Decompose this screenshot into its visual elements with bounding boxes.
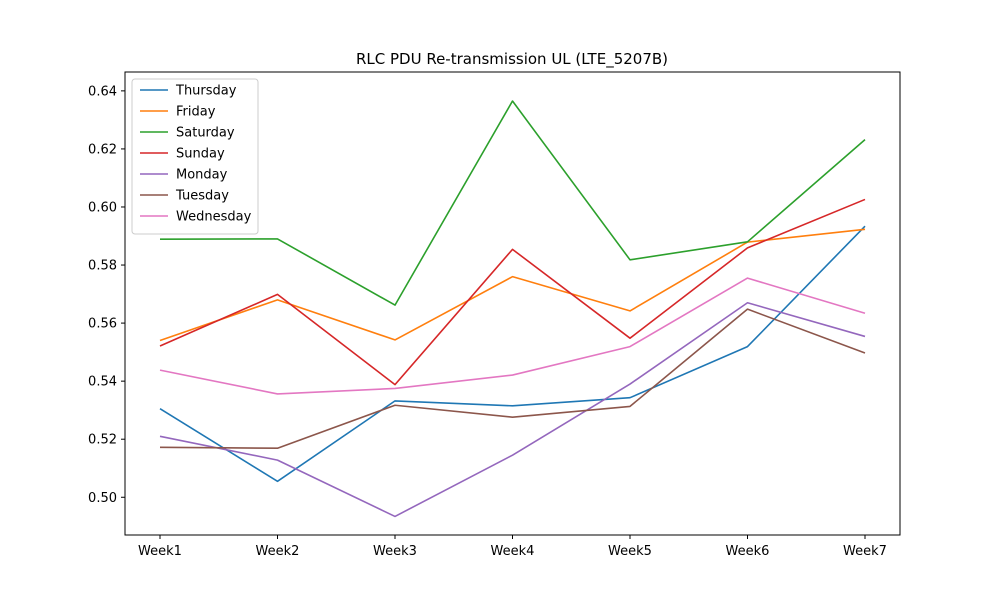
- series-line-tuesday: [159, 308, 866, 450]
- series-line-wednesday: [159, 277, 866, 395]
- x-tick-label: Week7: [843, 544, 887, 559]
- x-tick-label: Week3: [373, 544, 417, 559]
- series-line-sunday: [159, 198, 866, 386]
- y-tick-label: 0.64: [88, 84, 117, 99]
- legend-label-monday: Monday: [176, 168, 228, 183]
- x-tick-label: Week1: [138, 544, 182, 559]
- chart-title: RLC PDU Re-transmission UL (LTE_5207B): [356, 50, 668, 69]
- legend-label-wednesday: Wednesday: [176, 210, 252, 225]
- series-line-saturday: [159, 100, 866, 306]
- legend-label-tuesday: Tuesday: [175, 189, 229, 204]
- series-line-monday: [159, 301, 866, 518]
- y-tick-label: 0.60: [88, 200, 117, 215]
- series-line-friday: [159, 228, 866, 342]
- y-tick-label: 0.62: [88, 142, 117, 157]
- legend-label-saturday: Saturday: [176, 126, 235, 141]
- y-tick-label: 0.50: [88, 491, 117, 506]
- y-tick-label: 0.54: [88, 375, 117, 390]
- axes: Week1 Week2 Week3 Week4 Week5 Week6 Week7 0.50 0…: [88, 71, 901, 559]
- series-line-thursday: [159, 225, 866, 483]
- y-tick-label: 0.56: [88, 317, 117, 332]
- plot-area: [159, 100, 866, 518]
- x-tick-label: Week4: [491, 544, 535, 559]
- x-tick-label: Week5: [608, 544, 652, 559]
- y-tick-label: 0.58: [88, 259, 117, 274]
- legend-label-friday: Friday: [176, 105, 216, 120]
- legend: Thursday Friday Saturday Sunday Monday Tuesda…: [131, 78, 259, 235]
- x-tick-label: Week6: [726, 544, 770, 559]
- y-tick-label: 0.52: [88, 433, 117, 448]
- x-tick-label: Week2: [256, 544, 300, 559]
- legend-label-sunday: Sunday: [176, 147, 225, 162]
- legend-label-thursday: Thursday: [175, 84, 237, 99]
